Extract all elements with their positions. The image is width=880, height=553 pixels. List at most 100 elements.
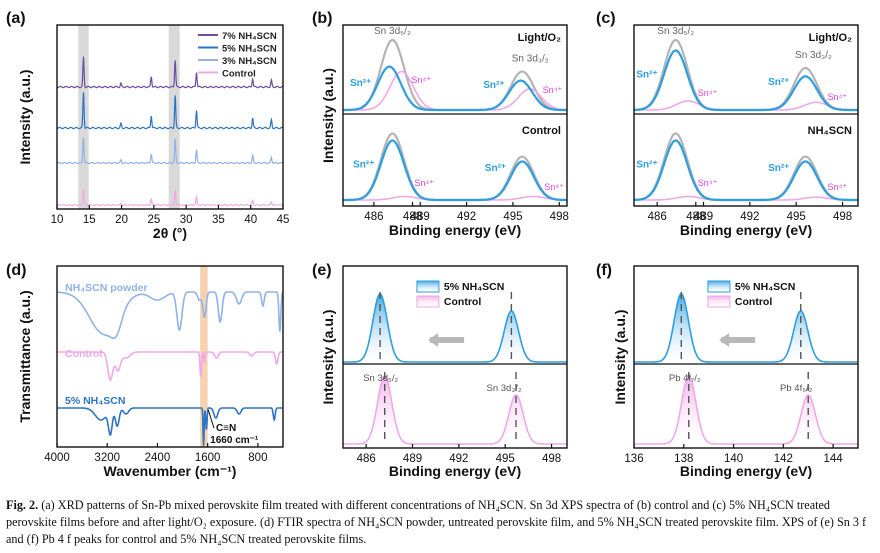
legend-swatch (707, 295, 731, 308)
annotation-arrow (207, 409, 215, 429)
total-envelope (343, 38, 567, 112)
x-tick-label: 495 (787, 211, 806, 223)
panel-a: 10 15 20 25 30 35 40 45 2θ (°) Intensity (a.u.) (a… (6, 10, 289, 241)
legend-entry: Control (444, 296, 481, 308)
control-peak-fill (634, 376, 858, 444)
xrd-series-3 (56, 189, 283, 206)
shift-arrowhead (719, 333, 730, 347)
y-axis-label: Intensity (a.u.) (17, 70, 33, 165)
sn2-label: Sn²⁺ (353, 159, 374, 170)
series-label: 5% NH₄SCN (65, 395, 125, 407)
panel-label: (c) (596, 10, 616, 27)
y-axis-label: Transmittance (a.u.) (17, 290, 33, 422)
x-tick-label: 4000 (44, 452, 70, 464)
x-tick-label: 45 (277, 214, 290, 226)
peak-label-main2: Sn 3d₃/₂ (795, 50, 832, 61)
plot-frame (342, 24, 568, 207)
panel-label: (d) (6, 262, 26, 279)
highlight-band (78, 25, 89, 209)
sn2-label: Sn²⁺ (768, 77, 789, 88)
y-axis-label: Intensity (a.u.) (612, 310, 628, 405)
peak-label: Sn 3d₅/₂ (363, 373, 398, 384)
x-tick-label: 495 (503, 211, 522, 223)
figure-label: Fig. 2. (6, 498, 39, 512)
series-label: Control (65, 348, 102, 360)
x-tick-label: 25 (147, 214, 160, 226)
panel-label: (b) (312, 10, 332, 27)
sn4-label: Sn⁴⁺ (414, 178, 434, 188)
sn4-label: Sn⁴⁺ (411, 75, 431, 85)
panel-b: Light/O₂ Sn 3d₅/₂ Sn 3d₃/₂ Sn²⁺ Sn⁴⁺ Sn²⁺ Sn⁴⁺… (312, 10, 569, 238)
x-axis-label: Wavenumber (cm⁻¹) (104, 463, 237, 479)
panel-c: Light/O₂ Sn 3d₅/₂ Sn 3d₃/₂ Sn²⁺ Sn⁴⁺ Sn²⁺ Sn⁴⁺… (596, 10, 859, 238)
sn2-label: Sn²⁺ (483, 80, 504, 91)
x-axis-label: Binding energy (eV) (389, 463, 521, 479)
x-tick-label: 492 (449, 453, 468, 465)
ftir-powder (57, 291, 284, 340)
annotation-value: 1660 cm⁻¹ (210, 435, 259, 446)
x-tick-label: 486 (364, 211, 383, 223)
plot-frame (633, 24, 859, 207)
xrd-series-2 (56, 137, 284, 165)
x-axis-label: 2θ (°) (153, 225, 187, 241)
x-tick-label: 20 (115, 214, 128, 226)
sn2-label: Sn²⁺ (636, 69, 657, 80)
panel-f: 5% NH₄SCN Control Pb 4f₇/₂ Pb 4f₅/₂ 136 138 14… (596, 262, 859, 479)
legend-entry: 5% NH₄SCN (735, 281, 795, 293)
x-tick-label: 30 (180, 214, 193, 226)
x-tick-label: 492 (457, 211, 476, 223)
x-tick-label: 10 (51, 214, 64, 226)
ftir-control (57, 351, 283, 382)
plot-frame (56, 265, 284, 448)
sn2-label: Sn²⁺ (768, 163, 789, 174)
x-tick-label: 136 (624, 453, 643, 465)
x-tick-label: 15 (83, 214, 96, 226)
x-tick-label: 488 (403, 211, 422, 223)
sn2-component (634, 139, 858, 202)
peak-label: Pb 4f₅/₂ (780, 383, 813, 394)
total-envelope (343, 132, 567, 202)
peak-label: Pb 4f₇/₂ (669, 373, 701, 384)
x-tick-label: 1600 (195, 452, 221, 464)
treated-peak-fill (634, 294, 858, 362)
x-tick-label: 142 (774, 453, 793, 465)
figure: 10 15 20 25 30 35 40 45 2θ (°) Intensity (a.u.) (a… (6, 10, 859, 479)
sn4-label: Sn⁴⁺ (698, 178, 718, 188)
subpanel-title: Light/O₂ (809, 32, 852, 44)
x-tick-label: 489 (694, 211, 713, 223)
series-label: NH₄SCN powder (65, 282, 148, 294)
control-peak-line (634, 375, 858, 445)
x-tick-label: 35 (212, 214, 225, 226)
x-tick-label: 498 (550, 211, 569, 223)
x-tick-label: 3200 (94, 452, 120, 464)
plot-frame (633, 265, 859, 449)
x-tick-label: 800 (248, 452, 267, 464)
legend-swatch (707, 280, 731, 293)
x-tick-label: 144 (824, 453, 844, 465)
sn2-component (343, 65, 567, 112)
sn2-label: Sn²⁺ (485, 163, 506, 174)
legend-entry: 7% NH₄SCN (222, 31, 277, 42)
sn2-label: Sn²⁺ (350, 78, 371, 89)
sn4-label: Sn⁴⁺ (827, 182, 847, 192)
panel-d: 4000 3200 2400 1600 800 Wavenumber (cm⁻¹) Tran… (6, 262, 284, 479)
x-tick-label: 488 (686, 211, 705, 223)
y-axis-label: Intensity (a.u.) (320, 310, 336, 405)
shift-arrowhead (428, 333, 439, 347)
x-tick-label: 495 (496, 453, 515, 465)
x-tick-label: 489 (403, 453, 422, 465)
sn4-label: Sn⁴⁺ (544, 182, 564, 192)
sn4-label: Sn⁴⁺ (543, 85, 563, 95)
peak-label-main: Sn 3d₅/₂ (374, 26, 411, 37)
legend-entry: Control (222, 69, 256, 80)
legend-entry: 5% NH₄SCN (444, 281, 504, 293)
subpanel-title: NH₄SCN (808, 125, 852, 137)
sn4-component (343, 70, 567, 111)
ftir-treated (57, 407, 283, 446)
sn2-label: Sn²⁺ (636, 159, 657, 170)
peak-label-main: Sn 3d₅/₂ (657, 26, 694, 37)
panel-label: (e) (312, 262, 332, 279)
sn4-label: Sn⁴⁺ (827, 92, 847, 102)
y-axis-label: Intensity (a.u.) (320, 68, 336, 163)
x-tick-label: 498 (833, 211, 852, 223)
